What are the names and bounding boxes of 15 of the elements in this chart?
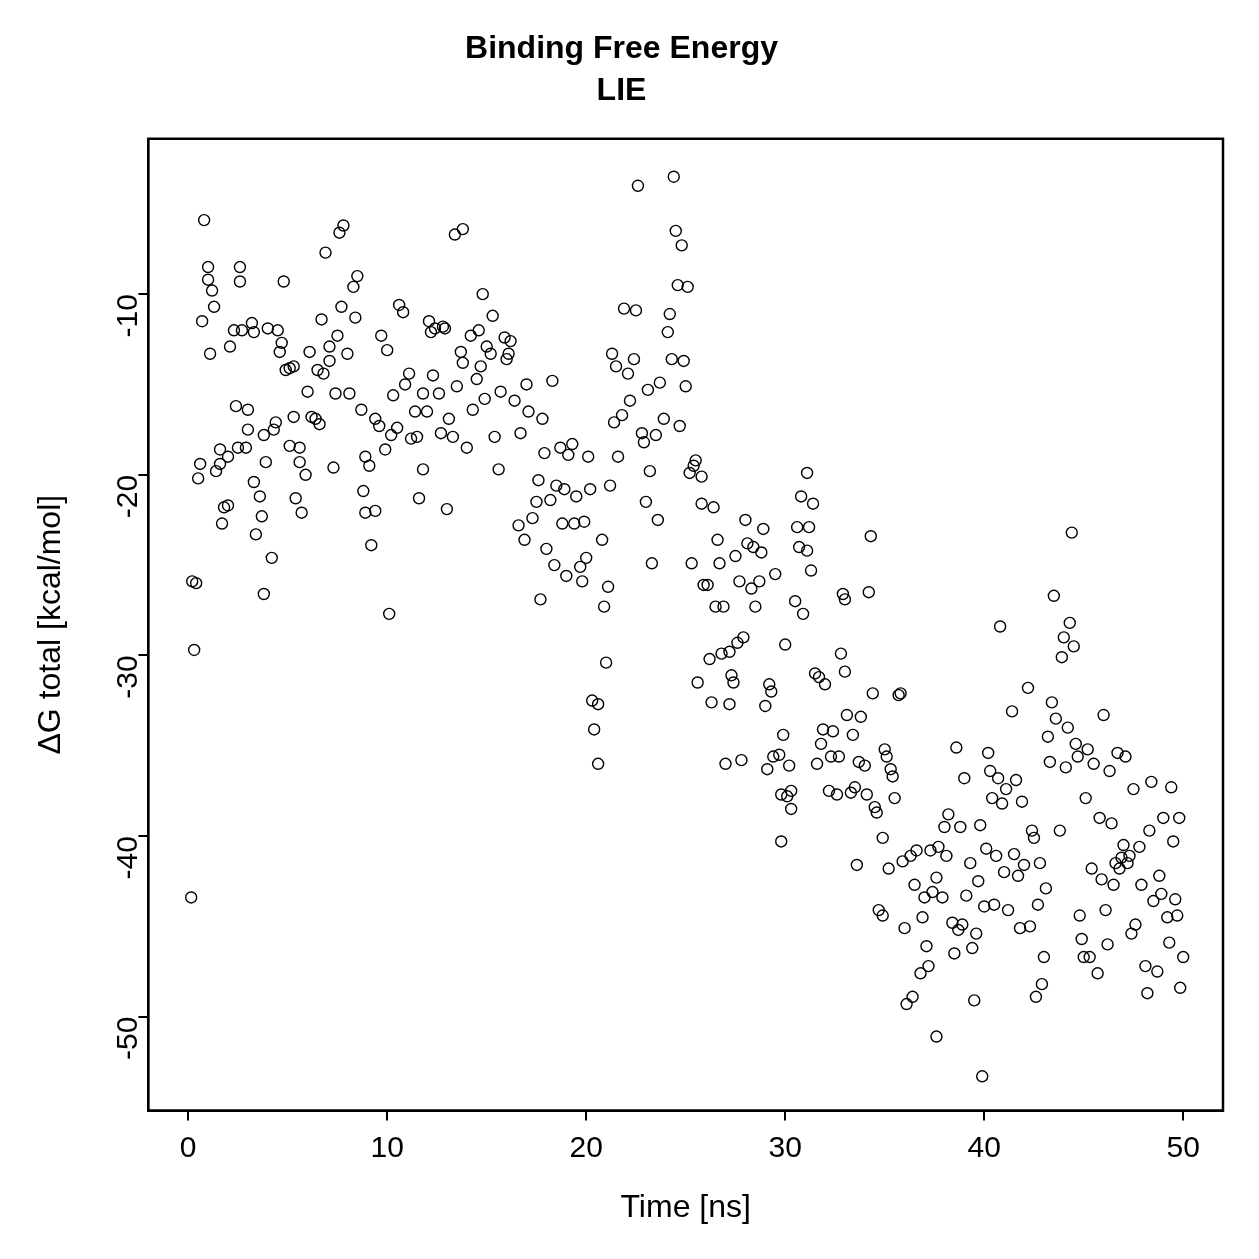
y-tick-label: -50 xyxy=(109,1016,143,1061)
y-tick-label: -10 xyxy=(109,294,143,338)
y-tick-label: -40 xyxy=(109,836,143,880)
x-tick-label: 0 xyxy=(179,1129,197,1163)
chart-subtitle: LIE xyxy=(596,71,647,108)
x-tick-label: 30 xyxy=(768,1129,802,1163)
x-tick-label: 50 xyxy=(1166,1129,1200,1163)
chart-title: Binding Free Energy xyxy=(465,29,779,66)
y-tick-label: -30 xyxy=(109,655,143,699)
x-tick-label: 40 xyxy=(967,1129,1001,1163)
x-axis-title: Time [ns] xyxy=(620,1187,751,1224)
y-tick-label: -20 xyxy=(109,474,143,519)
x-tick-label: 20 xyxy=(569,1129,603,1163)
y-axis-title: ΔG total [kcal/mol] xyxy=(31,494,68,755)
x-tick-label: 10 xyxy=(370,1129,404,1163)
